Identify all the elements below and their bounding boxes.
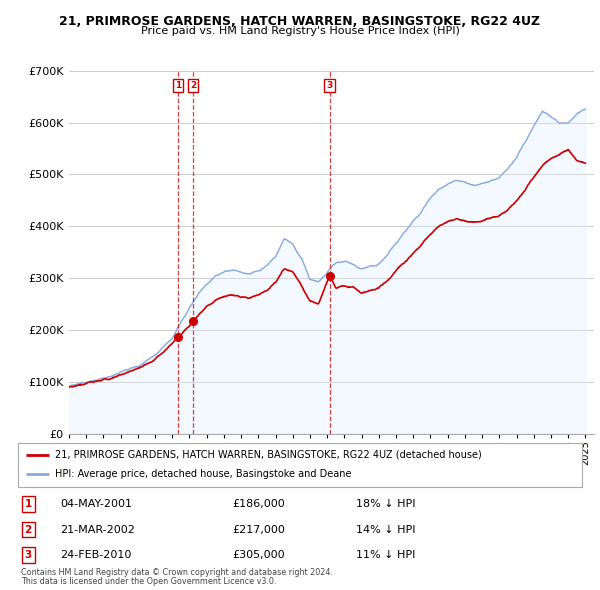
Text: 11% ↓ HPI: 11% ↓ HPI	[356, 550, 416, 560]
Text: 04-MAY-2001: 04-MAY-2001	[60, 499, 133, 509]
Text: £217,000: £217,000	[232, 525, 285, 535]
Text: 14% ↓ HPI: 14% ↓ HPI	[356, 525, 416, 535]
Text: 2: 2	[25, 525, 32, 535]
Text: £186,000: £186,000	[232, 499, 285, 509]
Text: 24-FEB-2010: 24-FEB-2010	[60, 550, 131, 560]
Text: 3: 3	[25, 550, 32, 560]
Text: 1: 1	[25, 499, 32, 509]
Text: HPI: Average price, detached house, Basingstoke and Deane: HPI: Average price, detached house, Basi…	[55, 470, 351, 479]
Text: £305,000: £305,000	[232, 550, 285, 560]
Text: Price paid vs. HM Land Registry's House Price Index (HPI): Price paid vs. HM Land Registry's House …	[140, 26, 460, 36]
Text: 2: 2	[190, 81, 196, 90]
Text: 21, PRIMROSE GARDENS, HATCH WARREN, BASINGSTOKE, RG22 4UZ (detached house): 21, PRIMROSE GARDENS, HATCH WARREN, BASI…	[55, 450, 481, 460]
Text: 18% ↓ HPI: 18% ↓ HPI	[356, 499, 416, 509]
Text: 3: 3	[326, 81, 333, 90]
Text: Contains HM Land Registry data © Crown copyright and database right 2024.: Contains HM Land Registry data © Crown c…	[21, 568, 333, 576]
Text: 21-MAR-2002: 21-MAR-2002	[60, 525, 135, 535]
Text: This data is licensed under the Open Government Licence v3.0.: This data is licensed under the Open Gov…	[21, 577, 277, 586]
Text: 1: 1	[175, 81, 181, 90]
Text: 21, PRIMROSE GARDENS, HATCH WARREN, BASINGSTOKE, RG22 4UZ: 21, PRIMROSE GARDENS, HATCH WARREN, BASI…	[59, 15, 541, 28]
